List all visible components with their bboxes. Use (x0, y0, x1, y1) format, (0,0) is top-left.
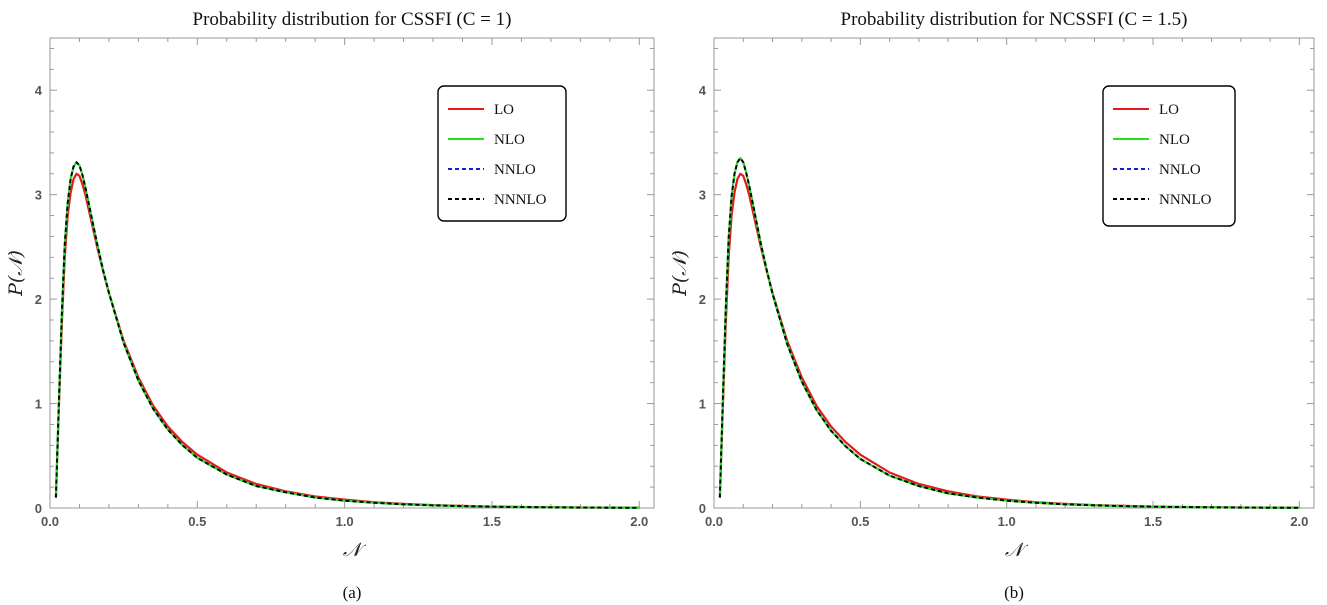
x-tick-label: 0.0 (41, 514, 59, 529)
y-tick-label: 3 (699, 188, 706, 203)
y-tick-label: 4 (699, 83, 707, 98)
legend: LO NLO NNLO NNNLO (1102, 85, 1236, 227)
series-line-lo (54, 172, 640, 509)
y-tick-label: 4 (35, 83, 43, 98)
x-tick-label: 1.5 (483, 514, 501, 529)
panel-caption: (b) (1004, 583, 1024, 602)
plot-frame (713, 37, 1315, 509)
chart-title: Probability distribution for CSSFI (C = … (193, 9, 512, 30)
legend-label-lo: LO (1159, 102, 1179, 118)
panel-caption: (a) (343, 583, 362, 602)
chart-panel-a: Probability distribution for CSSFI (C = … (5, 9, 655, 602)
legend-label-lo: LO (494, 102, 514, 118)
x-tick-label: 1.5 (1144, 514, 1162, 529)
plot-frame (49, 37, 655, 509)
y-tick-label: 0 (699, 501, 706, 516)
x-tick-label: 2.0 (1290, 514, 1308, 529)
x-tick-label: 0.5 (188, 514, 206, 529)
y-tick-label: 1 (699, 397, 706, 412)
legend-label-nlo: NLO (1159, 132, 1190, 148)
y-tick-label: 3 (35, 188, 42, 203)
x-tick-label: 1.0 (998, 514, 1016, 529)
y-tick-label: 2 (35, 292, 42, 307)
legend-label-nlo: NLO (494, 132, 525, 148)
x-tick-label: 1.0 (336, 514, 354, 529)
y-tick-label: 2 (699, 292, 706, 307)
legend-label-nnlo: NNLO (1159, 162, 1201, 178)
y-axis-label: P(𝒩) (669, 250, 691, 297)
x-tick-label: 0.5 (851, 514, 869, 529)
legend-label-nnnlo: NNNLO (1159, 192, 1212, 208)
x-axis-label: 𝒩 (343, 539, 367, 561)
y-tick-label: 0 (35, 501, 42, 516)
legend-box (1102, 85, 1236, 227)
legend-label-nnnlo: NNNLO (494, 192, 547, 208)
series-line-nnnlo (54, 161, 640, 509)
x-axis-label: 𝒩 (1005, 539, 1029, 561)
series-line-nnnlo (718, 157, 1300, 509)
x-tick-label: 0.0 (705, 514, 723, 529)
legend-box (437, 85, 567, 222)
chart-title: Probability distribution for NCSSFI (C =… (841, 9, 1188, 30)
legend-label-nnlo: NNLO (494, 162, 536, 178)
chart-panel-b: Probability distribution for NCSSFI (C =… (669, 9, 1315, 602)
legend: LO NLO NNLO NNNLO (437, 85, 567, 222)
x-tick-label: 2.0 (630, 514, 648, 529)
y-axis-label: P(𝒩) (5, 250, 27, 297)
y-tick-label: 1 (35, 397, 42, 412)
